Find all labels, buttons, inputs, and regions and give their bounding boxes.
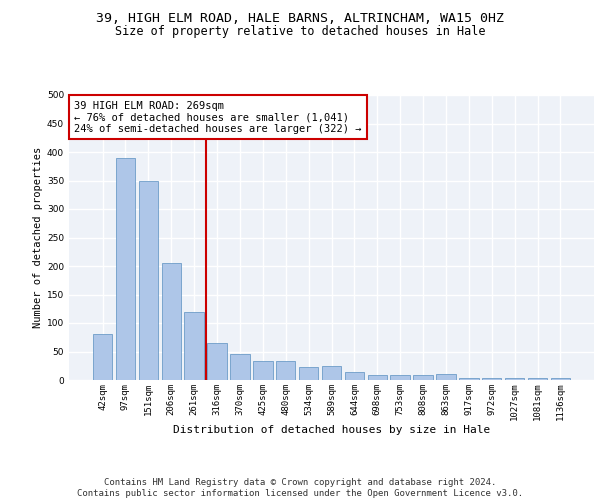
- Bar: [139, 180, 158, 380]
- Text: Contains HM Land Registry data © Crown copyright and database right 2024.
Contai: Contains HM Land Registry data © Crown c…: [77, 478, 523, 498]
- Bar: [161, 263, 181, 380]
- Bar: [253, 361, 272, 380]
- Bar: [436, 374, 455, 380]
- Text: Size of property relative to detached houses in Hale: Size of property relative to detached ho…: [115, 25, 485, 38]
- Bar: [482, 378, 502, 380]
- Bar: [344, 372, 364, 380]
- Bar: [276, 361, 295, 380]
- Bar: [230, 354, 250, 380]
- Text: 39, HIGH ELM ROAD, HALE BARNS, ALTRINCHAM, WA15 0HZ: 39, HIGH ELM ROAD, HALE BARNS, ALTRINCHA…: [96, 12, 504, 26]
- Bar: [459, 378, 479, 380]
- Bar: [528, 378, 547, 380]
- X-axis label: Distribution of detached houses by size in Hale: Distribution of detached houses by size …: [173, 424, 490, 434]
- Bar: [391, 375, 410, 380]
- Bar: [322, 366, 341, 380]
- Bar: [208, 343, 227, 380]
- Bar: [551, 378, 570, 380]
- Bar: [184, 312, 204, 380]
- Bar: [299, 368, 319, 380]
- Y-axis label: Number of detached properties: Number of detached properties: [33, 147, 43, 328]
- Bar: [93, 334, 112, 380]
- Text: 39 HIGH ELM ROAD: 269sqm
← 76% of detached houses are smaller (1,041)
24% of sem: 39 HIGH ELM ROAD: 269sqm ← 76% of detach…: [74, 100, 362, 134]
- Bar: [413, 375, 433, 380]
- Bar: [505, 378, 524, 380]
- Bar: [368, 375, 387, 380]
- Bar: [116, 158, 135, 380]
